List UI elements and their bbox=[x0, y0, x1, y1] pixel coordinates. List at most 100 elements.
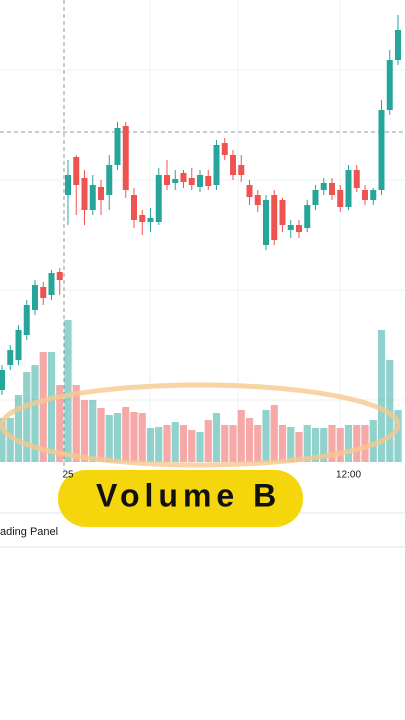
candle-body bbox=[205, 176, 212, 186]
candle-body bbox=[147, 218, 154, 222]
volume-bar bbox=[229, 425, 237, 462]
volume-bar bbox=[278, 425, 287, 462]
candle-body bbox=[246, 185, 253, 197]
x-axis: 25 12:00 bbox=[62, 470, 361, 481]
volume-bar bbox=[254, 425, 262, 462]
volume-bar bbox=[14, 395, 23, 462]
candle-body bbox=[23, 305, 30, 335]
candle-body bbox=[378, 110, 385, 190]
volume-bar bbox=[196, 432, 204, 462]
volume-bar bbox=[138, 413, 146, 462]
candle-body bbox=[337, 190, 344, 207]
caption: Volume B bbox=[96, 477, 281, 513]
candle-body bbox=[32, 285, 38, 310]
volume-bar bbox=[237, 410, 245, 462]
volume-bar bbox=[171, 422, 179, 462]
candle-body bbox=[345, 170, 352, 207]
candle-body bbox=[254, 195, 261, 205]
volume-bar bbox=[122, 407, 130, 462]
volume-bar bbox=[56, 385, 64, 462]
volume-bar bbox=[245, 418, 254, 462]
volume-bar bbox=[369, 420, 377, 462]
volume-bar bbox=[72, 385, 80, 462]
volume-bar bbox=[0, 418, 6, 462]
volume-bar bbox=[188, 430, 196, 462]
candle-body bbox=[263, 200, 269, 245]
candle-body bbox=[329, 183, 335, 195]
candle-body bbox=[197, 175, 203, 187]
volume-bar bbox=[163, 425, 171, 462]
candle-body bbox=[188, 178, 195, 185]
panel-label: ading Panel bbox=[0, 526, 58, 538]
candle-body bbox=[0, 370, 5, 390]
candle-body bbox=[312, 190, 319, 205]
volume-bar bbox=[146, 428, 155, 462]
candle-body bbox=[131, 195, 137, 220]
candle-body bbox=[89, 185, 96, 210]
volume-bar bbox=[353, 425, 361, 462]
volume-bar bbox=[262, 410, 270, 462]
candle-body bbox=[7, 350, 14, 365]
candle-body bbox=[180, 173, 187, 182]
volume-bar bbox=[287, 427, 295, 462]
volume-bar bbox=[130, 412, 138, 462]
volume-bar bbox=[97, 408, 105, 462]
volume-bar bbox=[295, 432, 303, 462]
candle-body bbox=[386, 60, 393, 110]
volume-bar bbox=[344, 425, 353, 462]
candle-body bbox=[172, 179, 179, 183]
candle-body bbox=[271, 195, 278, 240]
volume-bar bbox=[179, 425, 188, 462]
volume-bar bbox=[113, 413, 122, 462]
candle-body bbox=[139, 215, 146, 222]
candle-body bbox=[287, 225, 294, 230]
candle-body bbox=[65, 175, 71, 195]
candle-body bbox=[296, 225, 302, 232]
x-tick-label: 25 bbox=[62, 470, 74, 481]
volume-bar bbox=[80, 400, 89, 462]
candle-body bbox=[279, 200, 286, 225]
candle-body bbox=[114, 128, 121, 165]
volume-bar bbox=[328, 425, 336, 462]
volume-bar bbox=[89, 400, 97, 462]
volume-bar bbox=[105, 415, 113, 462]
volume-bar bbox=[361, 425, 369, 462]
candle-body bbox=[238, 165, 245, 175]
candle-body bbox=[40, 287, 47, 298]
candle-body bbox=[370, 190, 377, 200]
candle-body bbox=[362, 190, 368, 200]
plot bbox=[0, 15, 402, 462]
volume-bar bbox=[23, 372, 31, 462]
caption-pill bbox=[58, 470, 303, 527]
x-tick-label: 12:00 bbox=[336, 470, 361, 481]
volume-bar bbox=[155, 427, 163, 462]
candle-body bbox=[48, 273, 55, 295]
volume-bar bbox=[212, 413, 221, 462]
candle-body bbox=[56, 272, 63, 280]
volume-bar bbox=[39, 352, 47, 462]
candle-body bbox=[213, 145, 220, 185]
volume-bar bbox=[31, 365, 39, 462]
volume-bar bbox=[336, 428, 344, 462]
candle-body bbox=[395, 30, 401, 60]
candle-body bbox=[106, 165, 113, 195]
candle-body bbox=[73, 157, 80, 185]
volume-bar bbox=[320, 428, 328, 462]
candle-body bbox=[122, 126, 129, 190]
volume-bar bbox=[394, 410, 402, 462]
candle-body bbox=[353, 170, 360, 188]
volume-bar bbox=[270, 405, 278, 462]
volume-bar bbox=[64, 320, 72, 462]
candle-body bbox=[155, 175, 162, 222]
candle-body bbox=[320, 183, 327, 190]
candle-body bbox=[81, 178, 88, 210]
volume-bar bbox=[377, 330, 386, 462]
volume-bar bbox=[204, 420, 212, 462]
candle-body bbox=[98, 187, 104, 200]
volume-bar bbox=[303, 425, 311, 462]
candle-body bbox=[164, 175, 170, 185]
candle-body bbox=[15, 330, 22, 360]
volume-bar bbox=[6, 418, 14, 462]
